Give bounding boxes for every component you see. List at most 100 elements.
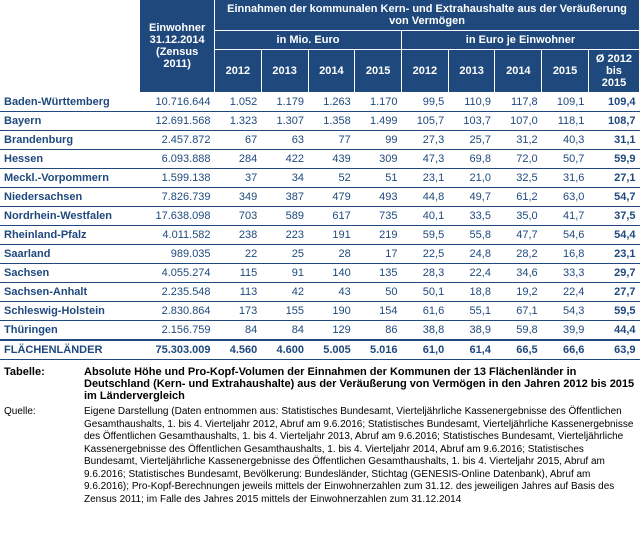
cell-e2015: 40,3 (542, 131, 589, 150)
row-label: FLÄCHENLÄNDER (0, 340, 140, 360)
table-container: Einwohner 31.12.2014 (Zensus 2011) Einna… (0, 0, 640, 512)
cell-e2014: 107,0 (495, 112, 542, 131)
cell-m2013: 42 (261, 283, 308, 302)
header-m2013: 2013 (261, 50, 308, 93)
cell-pop: 12.691.568 (140, 112, 214, 131)
cell-m2014: 52 (308, 169, 355, 188)
cell-m2012: 284 (215, 150, 262, 169)
cell-m2012: 37 (215, 169, 262, 188)
cell-e2012: 59,5 (401, 226, 448, 245)
cell-e2014: 72,0 (495, 150, 542, 169)
cell-pop: 2.830.864 (140, 302, 214, 321)
header-group-mio: in Mio. Euro (215, 31, 402, 50)
cell-avg: 44,4 (588, 321, 639, 341)
table-row: Nordrhein-Westfalen17.638.09870358961773… (0, 207, 640, 226)
cell-avg: 59,9 (588, 150, 639, 169)
cell-m2015: 99 (355, 131, 402, 150)
cell-e2015: 41,7 (542, 207, 589, 226)
cell-e2012: 47,3 (401, 150, 448, 169)
table-row: Baden-Württemberg10.716.6441.0521.1791.2… (0, 93, 640, 112)
cell-m2015: 735 (355, 207, 402, 226)
cell-m2015: 17 (355, 245, 402, 264)
row-label: Schleswig-Holstein (0, 302, 140, 321)
cell-e2015: 16,8 (542, 245, 589, 264)
table-row: Brandenburg2.457.8726763779927,325,731,2… (0, 131, 640, 150)
cell-m2013: 84 (261, 321, 308, 341)
cell-m2013: 25 (261, 245, 308, 264)
cell-m2015: 86 (355, 321, 402, 341)
cell-avg: 63,9 (588, 340, 639, 360)
cell-e2014: 66,5 (495, 340, 542, 360)
cell-avg: 31,1 (588, 131, 639, 150)
table-row: Saarland989.0352225281722,524,828,216,82… (0, 245, 640, 264)
cell-e2013: 24,8 (448, 245, 495, 264)
total-row: FLÄCHENLÄNDER75.303.0094.5604.6005.0055.… (0, 340, 640, 360)
header-group-main: Einnahmen der kommunalen Kern- und Extra… (215, 0, 640, 31)
cell-e2015: 50,7 (542, 150, 589, 169)
cell-e2013: 21,0 (448, 169, 495, 188)
cell-m2015: 135 (355, 264, 402, 283)
cell-m2015: 5.016 (355, 340, 402, 360)
cell-m2014: 617 (308, 207, 355, 226)
cell-e2014: 32,5 (495, 169, 542, 188)
cell-e2015: 118,1 (542, 112, 589, 131)
cell-m2015: 493 (355, 188, 402, 207)
cell-avg: 54,7 (588, 188, 639, 207)
cell-e2015: 33,3 (542, 264, 589, 283)
caption-text: Absolute Höhe und Pro-Kopf-Volumen der E… (84, 366, 636, 402)
cell-e2014: 35,0 (495, 207, 542, 226)
header-e2015: 2015 (542, 50, 589, 93)
cell-m2015: 219 (355, 226, 402, 245)
cell-m2012: 67 (215, 131, 262, 150)
cell-m2012: 238 (215, 226, 262, 245)
cell-pop: 2.235.548 (140, 283, 214, 302)
cell-avg: 27,1 (588, 169, 639, 188)
cell-m2013: 1.179 (261, 93, 308, 112)
cell-avg: 27,7 (588, 283, 639, 302)
cell-pop: 1.599.138 (140, 169, 214, 188)
cell-avg: 109,4 (588, 93, 639, 112)
cell-m2013: 4.600 (261, 340, 308, 360)
cell-e2012: 99,5 (401, 93, 448, 112)
cell-m2014: 43 (308, 283, 355, 302)
row-label: Sachsen (0, 264, 140, 283)
cell-e2015: 63,0 (542, 188, 589, 207)
cell-m2013: 34 (261, 169, 308, 188)
cell-e2015: 109,1 (542, 93, 589, 112)
cell-m2012: 349 (215, 188, 262, 207)
cell-pop: 989.035 (140, 245, 214, 264)
table-row: Hessen6.093.88828442243930947,369,872,05… (0, 150, 640, 169)
cell-avg: 37,5 (588, 207, 639, 226)
cell-e2012: 61,0 (401, 340, 448, 360)
cell-e2014: 117,8 (495, 93, 542, 112)
source-label: Quelle: (4, 406, 84, 506)
cell-m2015: 50 (355, 283, 402, 302)
cell-e2012: 27,3 (401, 131, 448, 150)
row-label: Bayern (0, 112, 140, 131)
cell-pop: 2.457.872 (140, 131, 214, 150)
cell-m2012: 115 (215, 264, 262, 283)
cell-avg: 108,7 (588, 112, 639, 131)
data-table: Einwohner 31.12.2014 (Zensus 2011) Einna… (0, 0, 640, 360)
cell-e2013: 55,1 (448, 302, 495, 321)
cell-e2014: 61,2 (495, 188, 542, 207)
row-label: Baden-Württemberg (0, 93, 140, 112)
cell-e2013: 49,7 (448, 188, 495, 207)
cell-e2012: 105,7 (401, 112, 448, 131)
header-e2012: 2012 (401, 50, 448, 93)
cell-e2013: 33,5 (448, 207, 495, 226)
cell-m2012: 113 (215, 283, 262, 302)
cell-m2012: 22 (215, 245, 262, 264)
cell-m2015: 309 (355, 150, 402, 169)
cell-pop: 6.093.888 (140, 150, 214, 169)
row-label: Saarland (0, 245, 140, 264)
cell-m2013: 155 (261, 302, 308, 321)
cell-e2012: 50,1 (401, 283, 448, 302)
cell-m2012: 1.323 (215, 112, 262, 131)
row-label: Brandenburg (0, 131, 140, 150)
source-text: Eigene Darstellung (Daten entnommen aus:… (84, 406, 636, 506)
cell-pop: 4.055.274 (140, 264, 214, 283)
cell-e2014: 19,2 (495, 283, 542, 302)
cell-m2014: 439 (308, 150, 355, 169)
cell-m2012: 1.052 (215, 93, 262, 112)
